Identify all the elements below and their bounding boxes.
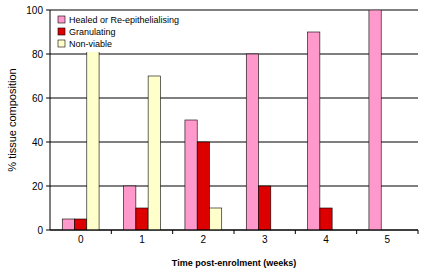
x-tick — [295, 230, 296, 234]
legend-label: Non-viable — [69, 39, 112, 49]
legend-swatch — [58, 28, 65, 35]
y-tick — [46, 230, 50, 231]
x-tick — [356, 230, 357, 234]
y-tick — [46, 142, 50, 143]
y-tick-label: 80 — [32, 49, 44, 60]
y-tick-label: 60 — [32, 93, 44, 104]
x-tick — [418, 230, 419, 234]
bar — [75, 219, 87, 230]
bar — [369, 10, 381, 230]
y-tick-label: 100 — [26, 5, 43, 16]
legend: Healed or Re-epithelialising Granulating N… — [55, 12, 205, 52]
legend-bg — [55, 12, 205, 52]
x-tick-label: 2 — [201, 234, 207, 245]
y-tick — [46, 186, 50, 187]
chart: 0 20 40 60 80 100 0 1 2 3 4 5 Time post-enrolment (w… — [0, 0, 429, 275]
bar — [87, 32, 99, 230]
y-tick-label: 20 — [32, 181, 44, 192]
bar — [62, 219, 74, 230]
y-tick-label: 40 — [32, 137, 44, 148]
grid-line — [50, 186, 418, 187]
bar — [197, 142, 209, 230]
y-tick — [46, 54, 50, 55]
x-tick — [111, 230, 112, 234]
bar — [259, 186, 271, 230]
y-tick — [46, 10, 50, 11]
legend-swatch — [58, 16, 65, 23]
x-tick — [172, 230, 173, 234]
y-tick — [46, 98, 50, 99]
grid-line — [50, 142, 418, 143]
x-tick-label: 0 — [78, 234, 84, 245]
grid-line — [50, 10, 418, 11]
x-tick-label: 4 — [323, 234, 329, 245]
bar — [246, 54, 258, 230]
bar — [136, 208, 148, 230]
y-axis-label: % tissue composition — [6, 68, 18, 171]
x-tick-label: 3 — [262, 234, 268, 245]
x-tick-label: 5 — [385, 234, 391, 245]
bar — [209, 208, 221, 230]
bars — [62, 10, 381, 230]
bar — [124, 186, 136, 230]
x-tick — [234, 230, 235, 234]
legend-swatch — [58, 40, 65, 47]
grid-line — [50, 98, 418, 99]
y-axis — [50, 10, 51, 230]
legend-label: Healed or Re-epithelialising — [69, 15, 179, 25]
bar — [148, 76, 160, 230]
bar — [185, 120, 197, 230]
grid-line — [50, 54, 418, 55]
x-axis-label: Time post-enrolment (weeks) — [172, 258, 296, 268]
bar — [308, 32, 320, 230]
legend-label: Granulating — [69, 27, 116, 37]
x-tick-label: 1 — [139, 234, 145, 245]
bar — [320, 208, 332, 230]
y-tick-label: 0 — [37, 225, 43, 236]
